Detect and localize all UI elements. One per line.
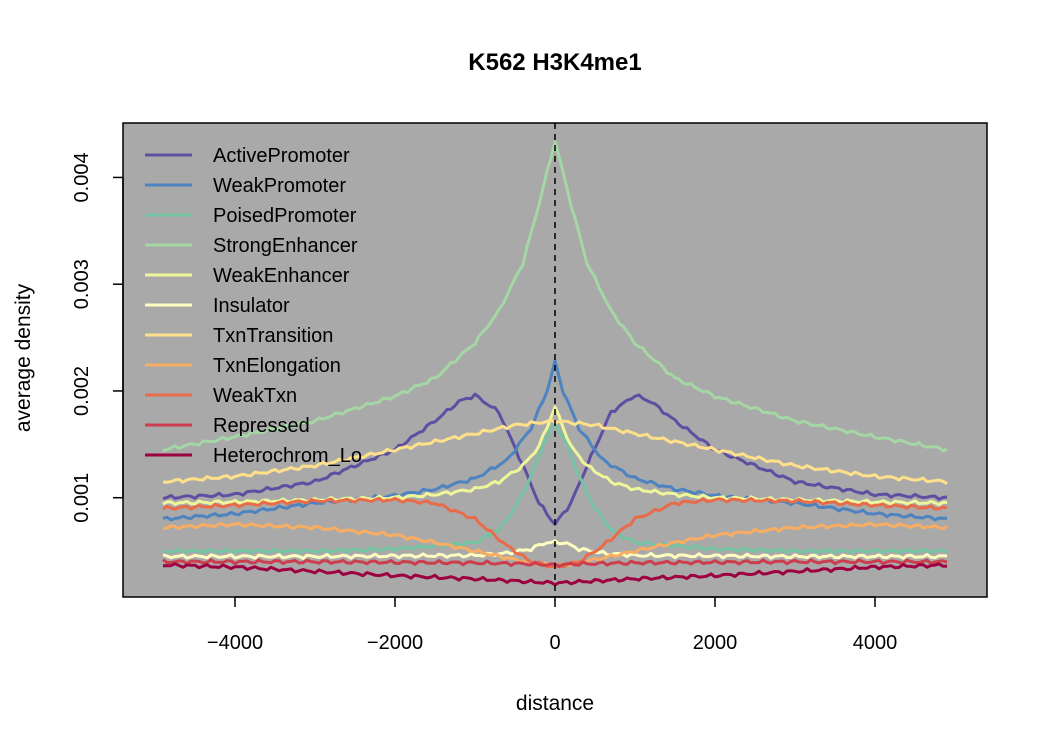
- legend-item-WeakPromoter: WeakPromoter: [145, 175, 346, 197]
- legend-label: StrongEnhancer: [213, 235, 358, 257]
- series-line-Insulator: [162, 539, 948, 560]
- legend-label: WeakPromoter: [213, 175, 346, 197]
- y-tick-label: 0.001: [71, 473, 93, 523]
- series-line-StrongEnhancer: [162, 140, 948, 453]
- x-axis-label: distance: [516, 692, 594, 715]
- y-tick-label: 0.004: [71, 152, 93, 202]
- legend-label: Repressed: [213, 415, 310, 437]
- x-tick-label: −4000: [207, 632, 263, 654]
- y-tick-label: 0.003: [71, 259, 93, 309]
- legend-label: PoisedPromoter: [213, 205, 357, 227]
- legend-item-Heterochrom_Lo: Heterochrom_Lo: [145, 445, 362, 467]
- legend-label: Heterochrom_Lo: [213, 445, 362, 467]
- legend-label: TxnElongation: [213, 355, 341, 377]
- legend-label: TxnTransition: [213, 325, 333, 347]
- series-line-WeakPromoter: [162, 359, 948, 522]
- x-tick-label: 4000: [853, 632, 898, 654]
- x-tick-label: 0: [549, 632, 560, 654]
- legend-item-Insulator: Insulator: [145, 295, 290, 317]
- legend: ActivePromoter WeakPromoter PoisedPromoter…: [145, 145, 362, 467]
- legend-label: WeakEnhancer: [213, 265, 350, 287]
- legend-label: WeakTxn: [213, 385, 297, 407]
- legend-item-Repressed: Repressed: [145, 415, 310, 437]
- legend-item-WeakTxn: WeakTxn: [145, 385, 297, 407]
- legend-item-WeakEnhancer: WeakEnhancer: [145, 265, 350, 287]
- y-axis: 0.001 0.002 0.003 0.004: [71, 152, 124, 523]
- x-tick-label: −2000: [367, 632, 423, 654]
- legend-label: ActivePromoter: [213, 145, 350, 167]
- y-tick-label: 0.002: [71, 366, 93, 416]
- x-axis: −4000 −2000 0 2000 4000: [207, 596, 898, 654]
- y-axis-label: average density: [12, 283, 35, 432]
- chart-title: K562 H3K4me1: [468, 49, 641, 76]
- legend-item-TxnTransition: TxnTransition: [145, 325, 333, 347]
- x-tick-label: 2000: [693, 632, 738, 654]
- legend-item-ActivePromoter: ActivePromoter: [145, 145, 350, 167]
- legend-label: Insulator: [213, 295, 290, 317]
- legend-item-StrongEnhancer: StrongEnhancer: [145, 235, 358, 257]
- legend-item-PoisedPromoter: PoisedPromoter: [145, 205, 357, 227]
- legend-item-TxnElongation: TxnElongation: [145, 355, 341, 377]
- series-line-Heterochrom_Lo: [162, 562, 948, 587]
